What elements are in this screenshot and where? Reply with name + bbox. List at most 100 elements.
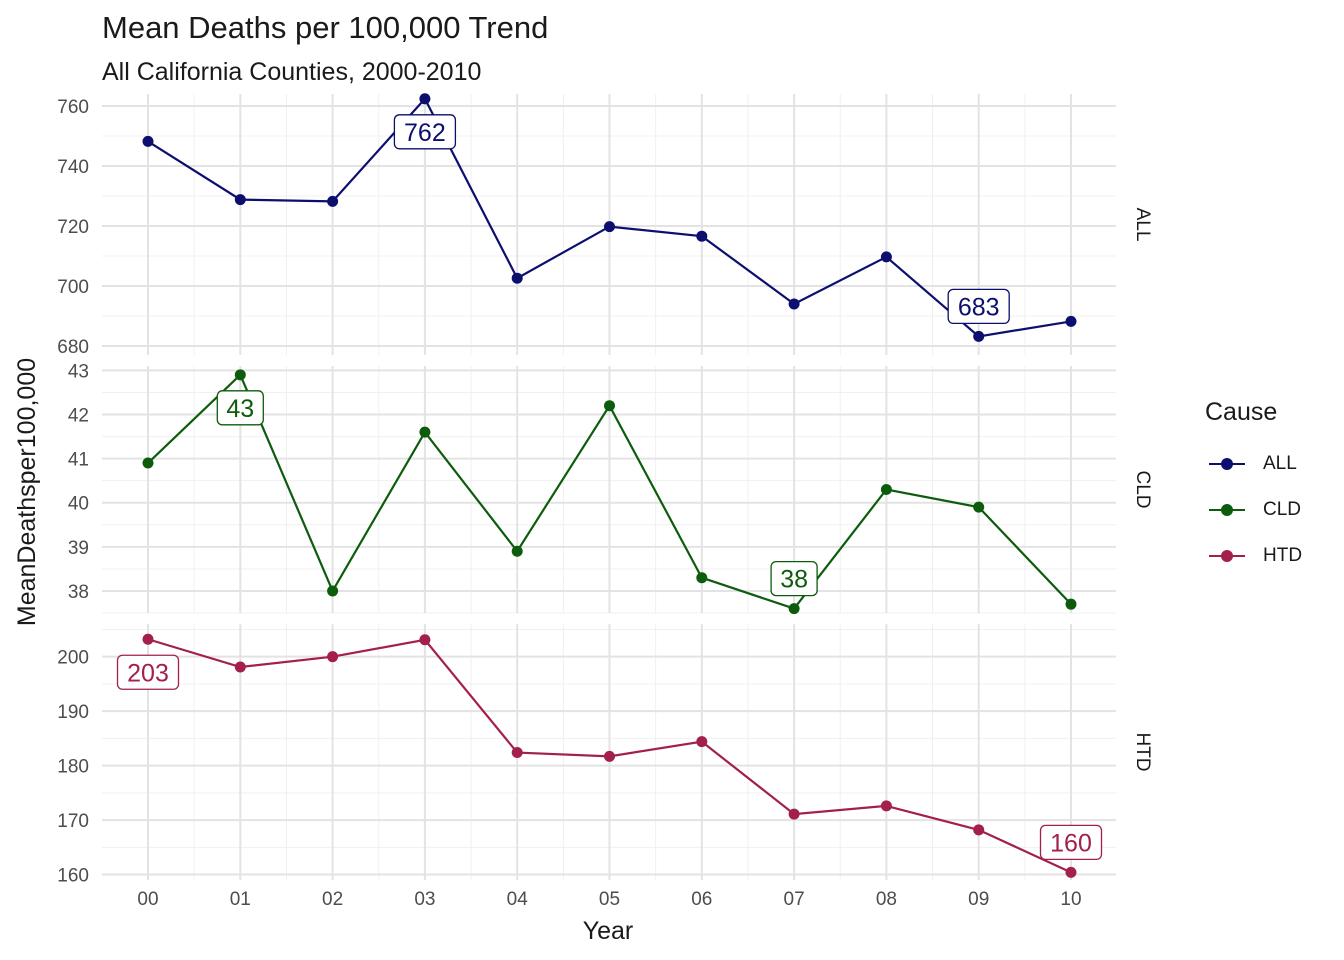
data-label-box — [1039, 824, 1103, 861]
data-point — [142, 633, 154, 645]
data-label-text: 683 — [958, 293, 1000, 321]
data-point — [419, 426, 431, 438]
data-label: 762 — [393, 114, 457, 150]
y-tick-label: 740 — [57, 157, 89, 178]
data-point — [511, 272, 523, 284]
y-tick-label: 760 — [57, 97, 89, 118]
facet-panels: 680700720740760762683ALL3839404142434338… — [57, 93, 1153, 887]
legend-key-dot — [1221, 550, 1233, 562]
data-point — [604, 400, 615, 412]
data-point — [419, 634, 431, 646]
data-label: 683 — [947, 288, 1010, 325]
y-tick-label: 720 — [57, 217, 89, 238]
x-tick-label: 10 — [1060, 889, 1081, 910]
y-tick-label: 42 — [68, 406, 89, 427]
facet-strip-label: CLD — [1132, 470, 1153, 508]
legend-items: ALL CLD HTD — [1205, 441, 1302, 579]
facet-panel-all: 680 700 720 740 760 762 683 ALL — [57, 93, 1153, 358]
data-point — [327, 585, 339, 597]
data-point — [142, 457, 154, 469]
data-point — [973, 501, 985, 513]
data-label-text: 38 — [780, 566, 808, 594]
data-point — [511, 545, 523, 557]
legend: Cause ALL CLD HTD — [1205, 398, 1302, 579]
x-tick-label: 09 — [968, 889, 989, 910]
x-tick-label: 02 — [322, 889, 343, 910]
data-label-box — [216, 390, 264, 426]
x-tick-label: 04 — [507, 889, 529, 910]
data-label-box — [116, 654, 180, 690]
data-label: 43 — [216, 390, 264, 426]
y-tick-label: 40 — [68, 494, 89, 515]
data-point — [604, 221, 615, 233]
legend-item-htd: HTD — [1205, 533, 1302, 579]
data-label: 38 — [770, 560, 818, 597]
data-label-box — [393, 114, 457, 150]
data-point — [511, 747, 523, 759]
x-tick-label: 00 — [137, 889, 158, 910]
data-label-text: 762 — [404, 119, 446, 147]
legend-label: ALL — [1263, 453, 1297, 474]
chart-subtitle: All California Counties, 2000-2010 — [102, 58, 482, 86]
x-tick-label: 01 — [230, 889, 251, 910]
y-tick-label: 43 — [68, 361, 89, 382]
y-tick-label: 39 — [68, 538, 89, 559]
legend-label: CLD — [1263, 499, 1302, 520]
data-label-text: 160 — [1050, 829, 1092, 857]
data-label-text: 43 — [226, 395, 254, 423]
data-point — [142, 135, 154, 147]
data-label-box — [770, 560, 818, 597]
legend-title: Cause — [1205, 398, 1278, 426]
legend-key-dot — [1221, 458, 1233, 470]
legend-key — [1205, 500, 1249, 520]
legend-key — [1205, 454, 1249, 474]
data-label: 160 — [1039, 824, 1103, 861]
y-tick-label: 190 — [57, 702, 89, 723]
y-tick-label: 38 — [68, 582, 89, 603]
data-point — [1065, 866, 1077, 878]
x-tick-label: 08 — [876, 889, 897, 910]
legend-key-dot — [1221, 504, 1233, 516]
y-tick-label: 160 — [57, 866, 89, 887]
y-tick-label: 700 — [57, 277, 89, 298]
data-point — [234, 369, 246, 381]
data-point — [696, 230, 708, 242]
x-axis: 00 01 02 03 04 05 06 07 08 09 10 — [137, 889, 1081, 910]
data-point — [234, 194, 246, 206]
data-point — [1065, 315, 1077, 327]
data-point — [788, 603, 800, 615]
data-point — [327, 195, 339, 207]
data-label: 203 — [116, 654, 180, 690]
x-axis-title: Year — [583, 917, 634, 945]
x-tick-label: 03 — [414, 889, 435, 910]
x-tick-label: 06 — [691, 889, 712, 910]
facet-strip-label: HTD — [1132, 732, 1153, 771]
x-tick-label: 07 — [784, 889, 805, 910]
data-point — [696, 736, 708, 748]
data-point — [973, 824, 985, 836]
y-axis-title: MeanDeathsper100,000 — [13, 358, 41, 626]
data-point — [234, 661, 246, 673]
legend-item-all: ALL — [1205, 441, 1302, 487]
data-label-box — [947, 288, 1010, 325]
y-tick-label: 680 — [57, 337, 89, 358]
data-point — [788, 298, 800, 310]
legend-item-cld: CLD — [1205, 487, 1302, 533]
x-tick-label: 05 — [599, 889, 620, 910]
data-point — [973, 330, 985, 342]
data-point — [880, 251, 892, 263]
legend-key — [1205, 546, 1249, 566]
data-point — [327, 651, 339, 663]
data-point — [419, 93, 431, 105]
y-tick-label: 170 — [57, 811, 89, 832]
facet-panel-htd: 160 170 180 190 200 203 160 HTD — [57, 624, 1153, 887]
y-tick-label: 180 — [57, 757, 89, 778]
data-point — [880, 484, 892, 495]
legend-label: HTD — [1263, 545, 1303, 566]
data-point — [696, 572, 708, 584]
chart-title: Mean Deaths per 100,000 Trend — [102, 10, 549, 45]
facet-panel-cld: 38 39 40 41 42 43 43 38 CLD — [68, 361, 1153, 615]
data-point — [1065, 598, 1077, 610]
facet-strip-label: ALL — [1132, 208, 1153, 242]
